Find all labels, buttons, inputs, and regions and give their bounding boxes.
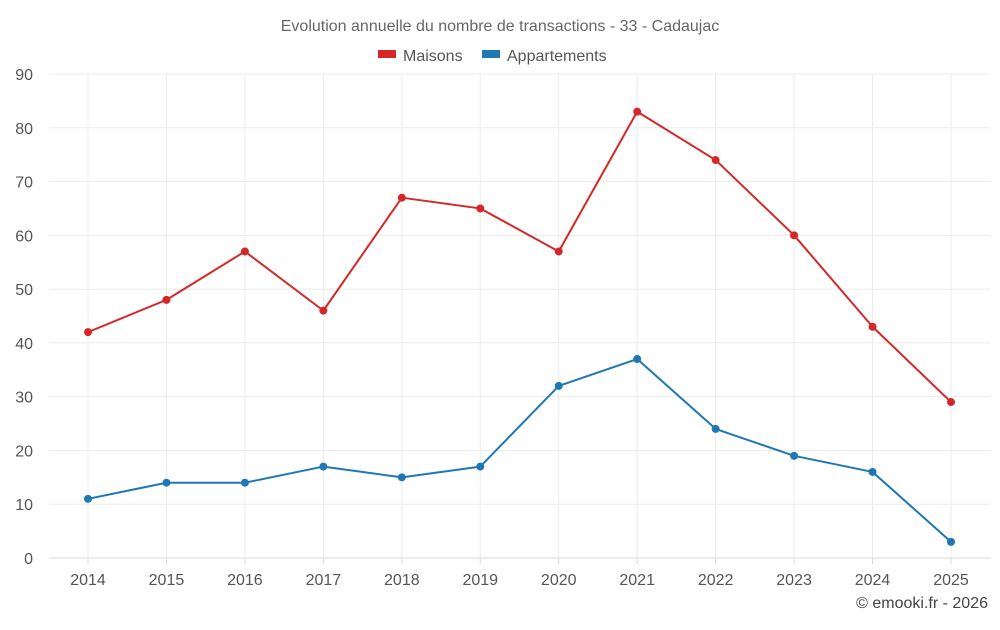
legend-marker-appartements [482,50,500,58]
data-point-appartements[interactable] [947,537,955,546]
series-line-appartements [87,358,952,543]
data-point-appartements[interactable] [319,462,328,471]
x-tick-label: 2016 [227,572,263,589]
y-tick-label: 40 [15,336,33,353]
data-point-appartements[interactable] [633,355,642,364]
data-point-maisons[interactable] [868,322,877,331]
legend-label-maisons[interactable]: Maisons [403,48,463,65]
data-point-maisons[interactable] [947,398,955,407]
series-layer [84,107,955,546]
y-tick-label: 30 [15,390,33,407]
x-tick-label: 2023 [776,572,812,589]
data-point-appartements[interactable] [554,381,563,390]
y-tick-label: 60 [15,228,33,245]
chart-credit: © emooki.fr - 2026 [856,595,988,612]
y-tick-label: 50 [15,282,33,299]
data-point-maisons[interactable] [162,295,171,304]
data-point-appartements[interactable] [162,478,171,487]
x-tick-label: 2020 [541,572,577,589]
data-point-appartements[interactable] [868,467,877,476]
x-tick-label: 2017 [306,572,342,589]
data-point-appartements[interactable] [84,494,92,503]
data-point-appartements[interactable] [397,473,406,482]
y-tick-label: 70 [15,175,33,192]
data-point-maisons[interactable] [397,193,406,202]
data-point-maisons[interactable] [633,107,642,116]
data-point-maisons[interactable] [711,156,720,165]
data-point-maisons[interactable] [554,247,563,256]
y-tick-label: 90 [15,67,33,84]
x-tick-label: 2022 [698,572,734,589]
y-tick-label: 20 [15,443,33,460]
chart-title: Evolution annuelle du nombre de transact… [281,18,720,35]
x-tick-label: 2015 [149,572,185,589]
label-layer: 0 10 20 30 40 50 60 70 80 90 2014 2015 2016 2017 2018 2… [15,67,969,589]
data-point-appartements[interactable] [711,424,720,433]
data-point-appartements[interactable] [240,478,249,487]
data-point-maisons[interactable] [319,306,328,315]
legend-label-appartements[interactable]: Appartements [507,48,607,65]
legend: Maisons Appartements [378,48,607,65]
x-tick-label: 2018 [384,572,420,589]
x-tick-label: 2019 [462,572,498,589]
data-point-maisons[interactable] [240,247,249,256]
x-tick-label: 2024 [855,572,891,589]
series-line-maisons [87,110,952,404]
y-tick-label: 80 [15,121,33,138]
data-point-maisons[interactable] [476,204,485,213]
x-tick-label: 2021 [619,572,655,589]
data-point-maisons[interactable] [790,231,799,240]
grid-layer [49,73,990,559]
y-tick-label: 0 [24,551,33,568]
x-tick-label: 2025 [933,572,969,589]
x-tick-label: 2014 [70,572,106,589]
y-tick-label: 10 [15,497,33,514]
data-point-appartements[interactable] [790,451,799,460]
legend-marker-maisons [378,50,396,58]
axis-layer [49,557,990,564]
data-point-maisons[interactable] [84,328,92,337]
data-point-appartements[interactable] [476,462,485,471]
